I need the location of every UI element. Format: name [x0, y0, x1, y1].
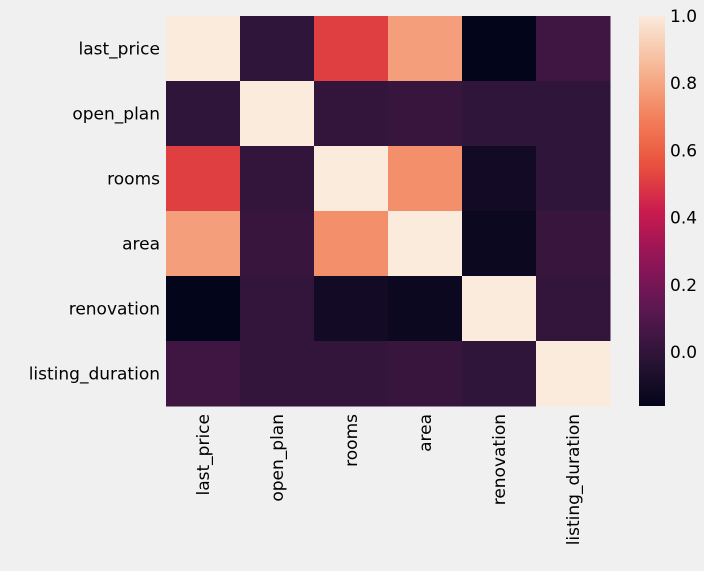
- heatmap-cell-last_price-last_price: [166, 16, 241, 82]
- heatmap-cell-rooms-renovation: [462, 146, 537, 212]
- heatmap-cell-rooms-last_price: [166, 146, 241, 212]
- heatmap-cell-renovation-listing_duration: [536, 276, 611, 342]
- heatmap-cell-area-open_plan: [240, 211, 315, 277]
- colorbar-tick-label: 0.2: [670, 276, 697, 296]
- heatmap-cell-open_plan-area: [388, 81, 463, 147]
- heatmap-cell-open_plan-last_price: [166, 81, 241, 147]
- heatmap-cell-area-rooms: [314, 211, 389, 277]
- heatmap-cell-open_plan-renovation: [462, 81, 537, 147]
- heatmap-cell-area-listing_duration: [536, 211, 611, 277]
- heatmap-cell-last_price-listing_duration: [536, 16, 611, 82]
- column-label-rooms: rooms: [342, 414, 362, 467]
- column-label-open_plan: open_plan: [268, 414, 288, 502]
- colorbar-tick-label: 1.0: [670, 7, 697, 27]
- colorbar-gradient: [639, 16, 665, 406]
- heatmap-cell-renovation-open_plan: [240, 276, 315, 342]
- heatmap-cell-renovation-rooms: [314, 276, 389, 342]
- row-label-last_price: last_price: [79, 40, 160, 60]
- colorbar-tick-labels: 1.0 0.8 0.6 0.4 0.2 0.0: [670, 7, 697, 363]
- colorbar-tick-label: 0.8: [670, 74, 697, 94]
- row-label-area: area: [122, 235, 160, 255]
- colorbar: [639, 16, 665, 406]
- heatmap-cell-listing_duration-listing_duration: [536, 341, 611, 407]
- heatmap-cell-area-renovation: [462, 211, 537, 277]
- heatmap-cell-listing_duration-last_price: [166, 341, 241, 407]
- colorbar-tick-label: 0.4: [670, 209, 697, 229]
- heatmap-cell-listing_duration-area: [388, 341, 463, 407]
- heatmap-cell-area-last_price: [166, 211, 241, 277]
- column-label-area: area: [416, 414, 436, 452]
- row-label-renovation: renovation: [69, 300, 160, 320]
- heatmap-cell-rooms-open_plan: [240, 146, 315, 212]
- heatmap-cell-rooms-rooms: [314, 146, 389, 212]
- heatmap-cell-open_plan-open_plan: [240, 81, 315, 147]
- heatmap-cells: [166, 16, 611, 407]
- heatmap-cell-area-area: [388, 211, 463, 277]
- row-label-rooms: rooms: [107, 170, 160, 190]
- heatmap-cell-rooms-area: [388, 146, 463, 212]
- heatmap-cell-last_price-rooms: [314, 16, 389, 82]
- heatmap-cell-rooms-listing_duration: [536, 146, 611, 212]
- heatmap-cell-open_plan-rooms: [314, 81, 389, 147]
- heatmap-cell-last_price-renovation: [462, 16, 537, 82]
- heatmap-cell-renovation-last_price: [166, 276, 241, 342]
- column-label-last_price: last_price: [194, 414, 214, 495]
- heatmap-cell-listing_duration-open_plan: [240, 341, 315, 407]
- column-label-listing_duration: listing_duration: [564, 414, 584, 545]
- heatmap-cell-renovation-renovation: [462, 276, 537, 342]
- row-label-listing_duration: listing_duration: [29, 365, 160, 385]
- column-label-renovation: renovation: [490, 414, 510, 505]
- heatmap-cell-listing_duration-renovation: [462, 341, 537, 407]
- heatmap-cell-open_plan-listing_duration: [536, 81, 611, 147]
- heatmap-cell-renovation-area: [388, 276, 463, 342]
- colorbar-tick-label: 0.6: [670, 141, 697, 161]
- colorbar-tick-label: 0.0: [670, 343, 697, 363]
- column-tick-labels: last_price open_plan rooms area renovation li…: [194, 414, 584, 545]
- heatmap-cell-listing_duration-rooms: [314, 341, 389, 407]
- heatmap-cell-last_price-area: [388, 16, 463, 82]
- row-label-open_plan: open_plan: [72, 105, 160, 125]
- heatmap-cell-last_price-open_plan: [240, 16, 315, 82]
